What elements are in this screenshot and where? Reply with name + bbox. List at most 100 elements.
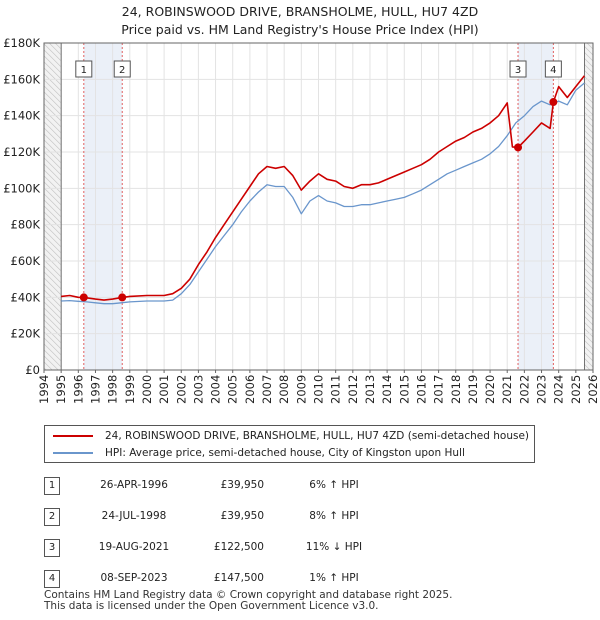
sale-date: 19-AUG-2021 [98, 541, 170, 553]
hatch-line [584, 274, 594, 284]
y-tick-label: £20K [11, 327, 41, 341]
hatch-line [584, 52, 594, 62]
sale-label-box [113, 60, 131, 78]
hatch-line [43, 187, 62, 206]
sale-date: 26-APR-1996 [100, 479, 168, 491]
hatch-line [584, 142, 594, 152]
x-tick-label: 2022 [517, 375, 531, 404]
sales-table: 1 26-APR-1996 £39,950 6% ↑ HPI 2 24-JUL-… [44, 476, 464, 600]
sale-price: £39,950 [220, 479, 264, 491]
hatch-line [584, 148, 594, 158]
x-tick-label: 2002 [174, 375, 188, 404]
hatch-line [586, 42, 594, 50]
price-chart: 1 2 3 4 £0 £20K £40K £60K £80K £100K £120K £140K £1… [3, 36, 600, 404]
hpi-line [61, 82, 585, 305]
hatch-line [584, 112, 594, 122]
y-tick-label: £120K [3, 145, 40, 159]
sale-row: 2 24-JUL-1998 £39,950 8% ↑ HPI [44, 507, 464, 531]
hatch-line [43, 217, 62, 236]
hatch-line [584, 100, 594, 110]
hatch-line [43, 343, 62, 362]
hatch-line [43, 49, 62, 68]
hatch-line [584, 124, 594, 134]
hatch-line [43, 169, 62, 188]
hatch-line [584, 352, 594, 362]
x-tick-label: 1995 [54, 375, 68, 404]
sale-point [549, 98, 558, 107]
x-tick-label: 2016 [414, 375, 428, 404]
hatch-line [584, 340, 594, 350]
hatch-line [584, 346, 594, 356]
x-tick-label: 2010 [312, 375, 326, 404]
hatch-line [43, 307, 62, 326]
hatch-line [584, 64, 594, 74]
y-tick-label: £0 [25, 363, 40, 377]
hatch-line [43, 241, 62, 260]
hatch-line [43, 139, 62, 158]
hatch-line [584, 328, 594, 338]
hatch-line [584, 286, 594, 296]
hatch-line [43, 223, 62, 242]
hatch-line [584, 364, 591, 371]
chart-title: 24, ROBINSWOOD DRIVE, BRANSHOLME, HULL, … [121, 4, 479, 19]
x-tick-label: 2013 [363, 375, 377, 404]
x-tick-label: 1994 [37, 375, 51, 404]
hatch-line [584, 190, 594, 200]
x-tick-label: 2023 [535, 375, 549, 404]
hatch-line [584, 208, 594, 218]
x-tick-label: 2006 [243, 375, 257, 404]
hatch-line [43, 157, 62, 176]
sale-period-band [518, 43, 554, 370]
y-tick-label: £160K [3, 72, 40, 86]
sale-number: 4 [44, 570, 60, 588]
hatch-line [43, 229, 62, 248]
hatch-line [43, 91, 62, 110]
y-tick-label: £100K [3, 181, 40, 195]
sale-label-box [75, 60, 93, 78]
hatch-line [43, 247, 62, 266]
hatch-line [584, 214, 594, 224]
x-tick-label: 2019 [466, 375, 480, 404]
hatch-line [43, 163, 62, 182]
sale-point [514, 143, 523, 152]
hatch-line [43, 259, 62, 278]
x-tick-label: 2015 [397, 375, 411, 404]
legend-label-property: 24, ROBINSWOOD DRIVE, BRANSHOLME, HULL, … [105, 430, 530, 442]
y-tick-label: £140K [3, 109, 40, 123]
x-tick-label: 1998 [106, 375, 120, 404]
sale-label-number: 3 [515, 65, 521, 76]
hatch-line [584, 238, 594, 248]
hatch-line [43, 61, 62, 80]
hatch-line [43, 331, 62, 350]
hatch-line [43, 235, 62, 254]
hatch-line [43, 295, 62, 314]
sale-number: 2 [44, 508, 60, 526]
hatch-line [43, 289, 62, 308]
x-tick-label: 2011 [329, 375, 343, 404]
hatch-line [43, 103, 62, 122]
x-tick-label: 2024 [552, 375, 566, 404]
hatch-line [43, 181, 62, 200]
hatch-line [43, 97, 62, 116]
hatch-line [584, 58, 594, 68]
sale-label-number: 1 [81, 65, 87, 76]
x-tick-label: 2004 [209, 375, 223, 404]
hatch-line [43, 127, 62, 146]
hatch-line [584, 82, 594, 92]
hatch-line [43, 145, 62, 164]
sale-point [79, 293, 88, 302]
y-tick-label: £80K [11, 218, 41, 232]
x-tick-label: 2012 [346, 375, 360, 404]
y-tick-label: £180K [3, 36, 40, 50]
hatch-line [584, 244, 594, 254]
hatch-line [584, 304, 594, 314]
footer-licence: This data is licensed under the Open Gov… [44, 600, 379, 612]
hatch-line [584, 322, 594, 332]
sale-hpi-diff: 11% ↓ HPI [305, 541, 363, 553]
hatch-line [584, 232, 594, 242]
x-tick-label: 2005 [226, 375, 240, 404]
hatch-line [43, 271, 62, 290]
sale-date: 08-SEP-2023 [100, 572, 168, 584]
hatch-line [584, 202, 594, 212]
hatch-line [54, 42, 62, 50]
